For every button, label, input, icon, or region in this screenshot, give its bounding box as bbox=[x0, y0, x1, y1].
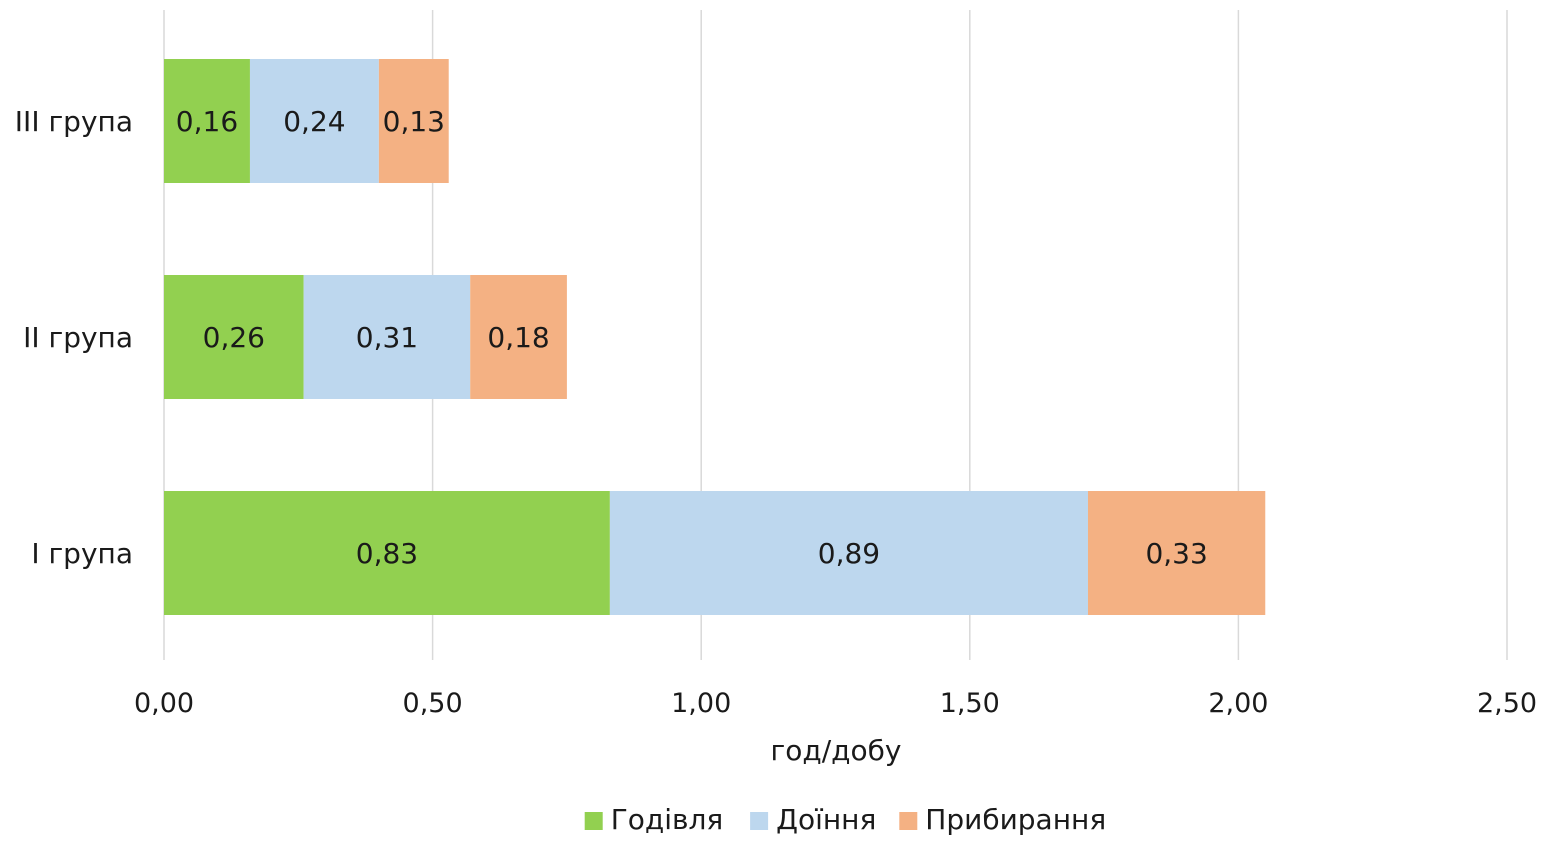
x-tick-label: 0,50 bbox=[403, 688, 463, 719]
x-tick-label: 2,00 bbox=[1208, 688, 1268, 719]
data-label: 0,13 bbox=[383, 105, 445, 138]
x-axis-title: год/добу bbox=[771, 734, 902, 767]
legend-swatch bbox=[750, 812, 769, 830]
legend-swatch bbox=[899, 812, 918, 830]
category-label: III група bbox=[15, 105, 133, 138]
legend-label: Годівля bbox=[611, 803, 724, 836]
data-label: 0,33 bbox=[1145, 537, 1207, 570]
bar-segment bbox=[303, 275, 471, 399]
data-labels: 0,16 0,24 0,13 0,26 0,31 0,18 0,83 0,89 0,33 bbox=[176, 105, 1208, 570]
legend-label: Прибирання bbox=[925, 803, 1106, 836]
x-tick-label: 2,50 bbox=[1477, 688, 1537, 719]
axes: 0,00 0,50 1,00 1,50 2,00 2,50 III група II груп… bbox=[15, 105, 1537, 719]
bar-segment bbox=[164, 275, 304, 399]
bar-segment bbox=[164, 59, 250, 183]
data-label: 0,16 bbox=[176, 105, 238, 138]
bars bbox=[164, 59, 1266, 615]
x-tick-label: 0,00 bbox=[134, 688, 194, 719]
category-label: II група bbox=[23, 321, 133, 354]
data-label: 0,18 bbox=[487, 321, 549, 354]
category-label: I група bbox=[31, 537, 133, 570]
bar-segment bbox=[470, 275, 567, 399]
bar-segment bbox=[1087, 491, 1266, 615]
bar-segment bbox=[378, 59, 449, 183]
legend: Годівля Доїння Прибирання bbox=[584, 803, 1106, 836]
x-tick-label: 1,00 bbox=[671, 688, 731, 719]
data-label: 0,26 bbox=[203, 321, 265, 354]
data-label: 0,24 bbox=[283, 105, 345, 138]
data-label: 0,89 bbox=[818, 537, 880, 570]
legend-swatch bbox=[584, 812, 603, 830]
bar-segment bbox=[609, 491, 1088, 615]
data-label: 0,83 bbox=[356, 537, 418, 570]
legend-label: Доїння bbox=[776, 803, 876, 836]
bar-segment bbox=[249, 59, 379, 183]
bar-segment bbox=[164, 491, 610, 615]
x-tick-label: 1,50 bbox=[940, 688, 1000, 719]
data-label: 0,31 bbox=[356, 321, 418, 354]
